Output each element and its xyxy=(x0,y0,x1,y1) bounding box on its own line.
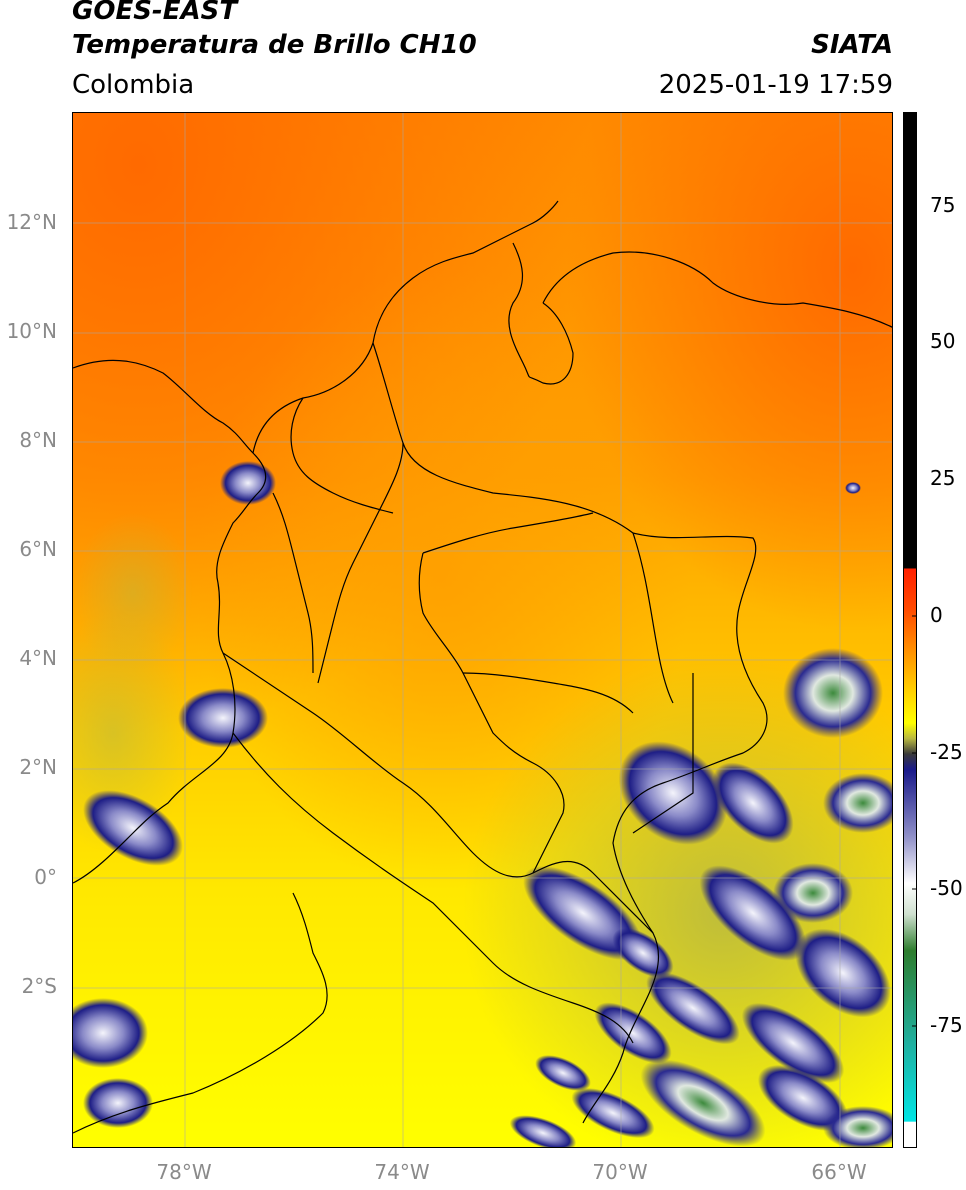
lat-label: 8°N xyxy=(19,428,57,452)
colorbar-tick: -75 xyxy=(930,1013,963,1037)
lon-label: 74°W xyxy=(374,1160,430,1184)
colorbar-tick: 0 xyxy=(930,603,943,627)
colorbar-tick: -50 xyxy=(930,876,963,900)
lat-label: 6°N xyxy=(19,537,57,561)
lat-label: 2°S xyxy=(21,974,57,998)
colorbar-tick: 50 xyxy=(930,329,956,353)
lon-label: 66°W xyxy=(811,1160,867,1184)
colorbar-tick: 75 xyxy=(930,193,956,217)
product-title: Temperatura de Brillo CH10 xyxy=(72,30,477,60)
lon-label: 78°W xyxy=(156,1160,212,1184)
cloud-cells xyxy=(73,461,892,1147)
borders xyxy=(73,200,892,1134)
lat-label: 0° xyxy=(34,865,57,889)
lat-label: 4°N xyxy=(19,646,57,670)
lat-label: 10°N xyxy=(6,319,57,343)
org-label: SIATA xyxy=(811,30,893,60)
colorbar-tick: -25 xyxy=(930,740,963,764)
region-label: Colombia xyxy=(72,70,195,100)
datetime-label: 2025-01-19 17:59 xyxy=(658,70,893,100)
brightness-temperature-map xyxy=(73,113,892,1147)
map-panel[interactable] xyxy=(72,112,893,1148)
lat-label: 2°N xyxy=(19,755,57,779)
lon-label: 70°W xyxy=(592,1160,648,1184)
lat-label: 12°N xyxy=(6,210,57,234)
colorbar-tick: 25 xyxy=(930,466,956,490)
colorbar xyxy=(903,112,917,1148)
satellite-title: GOES-EAST xyxy=(72,0,238,26)
